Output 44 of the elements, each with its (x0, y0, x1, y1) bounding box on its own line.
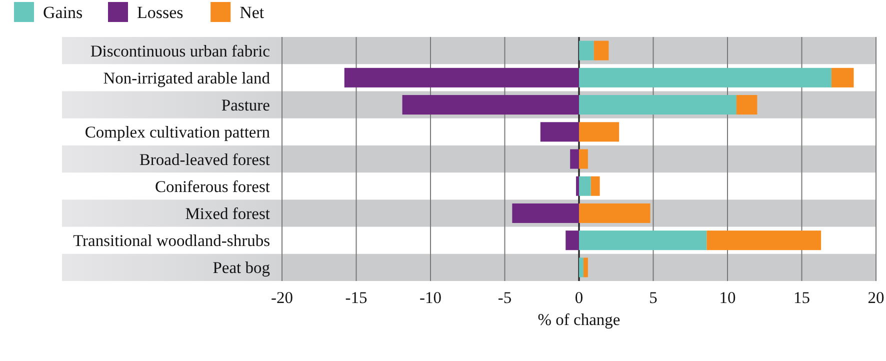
bar (579, 95, 736, 115)
bar (579, 203, 650, 223)
bar (594, 40, 609, 60)
bar (579, 40, 594, 60)
y-tick-label: Non-irrigated arable land (103, 68, 271, 88)
bar (579, 149, 588, 169)
bar (570, 149, 579, 169)
x-tick-label: 20 (868, 288, 884, 307)
bar (706, 230, 822, 250)
y-tick-label: Discontinuous urban fabric (90, 41, 270, 60)
x-tick-label: 10 (719, 288, 736, 307)
bar (512, 203, 579, 223)
legend-label: Gains (43, 2, 83, 22)
legend-label: Net (240, 2, 264, 22)
x-tick-label: -10 (420, 288, 442, 307)
x-tick-label: -15 (345, 288, 368, 307)
y-tick-label: Broad-leaved forest (139, 150, 270, 169)
legend-label: Losses (137, 2, 184, 22)
x-tick-label: 15 (794, 288, 810, 307)
bar (402, 95, 579, 115)
x-tick-label: 0 (574, 288, 584, 307)
bar (736, 95, 758, 115)
y-tick-label: Transitional woodland-shrubs (73, 231, 270, 250)
x-axis-title: % of change (538, 310, 620, 329)
bar (579, 258, 584, 278)
y-tick-label: Pasture (221, 96, 270, 115)
bar (579, 122, 620, 142)
bar (579, 230, 707, 250)
bar (540, 122, 579, 142)
bar (831, 68, 854, 88)
bar (344, 68, 579, 88)
bar (583, 258, 588, 278)
y-tick-label: Complex cultivation pattern (84, 122, 270, 142)
y-tick-label: Mixed forest (185, 204, 270, 223)
x-tick-label: -5 (498, 288, 512, 307)
y-tick-label: Peat bog (212, 258, 270, 278)
bar (579, 176, 591, 196)
bar (590, 176, 600, 196)
bar (576, 176, 579, 196)
bar (579, 68, 832, 88)
x-tick-label: -20 (271, 288, 293, 307)
bar (566, 230, 579, 250)
y-tick-label: Coniferous forest (154, 176, 270, 196)
x-tick-label: 5 (649, 288, 658, 307)
